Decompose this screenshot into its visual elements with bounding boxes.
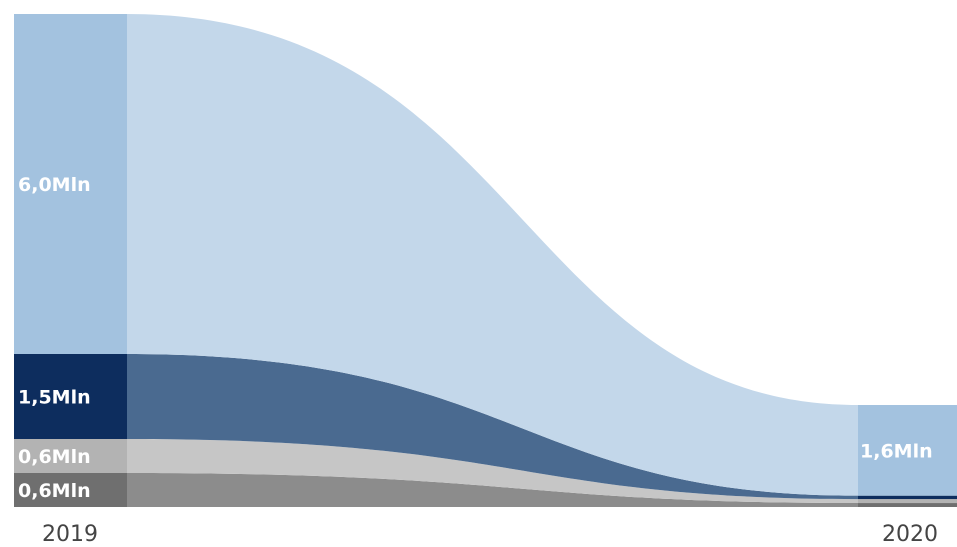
bar-2019-segment-0 — [14, 473, 127, 507]
year-bars — [14, 14, 957, 507]
data-label-2020-3: 1,6Mln — [860, 440, 933, 462]
x-tick-label-2019: 2019 — [42, 522, 98, 547]
bar-2019-segment-1 — [14, 439, 127, 473]
data-label-2019-3: 6,0Mln — [18, 174, 91, 196]
flow-band-3 — [127, 14, 858, 496]
bar-2020-segment-1 — [858, 499, 957, 504]
flow-bands — [127, 14, 858, 507]
bar-2020-segment-2 — [858, 495, 957, 500]
data-label-2019-2: 1,5Mln — [18, 387, 91, 409]
value-labels: 0,6Mln 0,6Mln 1,5Mln 6,0Mln 1,6Mln — [18, 174, 933, 502]
bar-2020-segment-3 — [858, 405, 957, 496]
bar-2020-segment-0 — [858, 503, 957, 507]
data-label-2019-1: 0,6Mln — [18, 446, 91, 468]
bar-2019-segment-3 — [14, 14, 127, 354]
bar-2019-segment-2 — [14, 354, 127, 439]
flow-band-1 — [127, 439, 858, 504]
x-tick-label-2020: 2020 — [882, 522, 938, 547]
flow-band-2 — [127, 354, 858, 500]
flow-band-0 — [127, 473, 858, 507]
data-label-2019-0: 0,6Mln — [18, 480, 91, 502]
